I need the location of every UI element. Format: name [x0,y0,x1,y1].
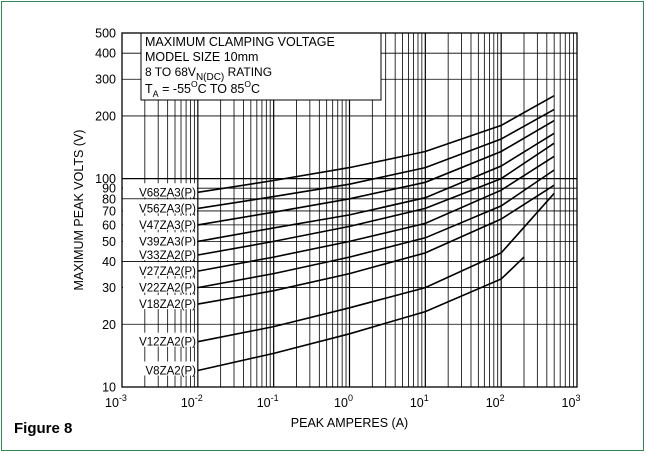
series-label: V33ZA2(P) [139,250,196,262]
info-temperature-line: TA = -55OC TO 85OC [145,79,260,99]
y-tick-label: 50 [102,235,116,249]
x-tick-label: 10-3 [105,393,127,410]
info-temp-mid2: C TO 85 [198,82,245,96]
info-rating-subscript: N(DC) [196,72,224,83]
series-label: V47ZA3(P) [139,220,196,232]
x-tick-label: 100 [334,393,353,410]
series-label-background [123,332,197,347]
info-text: MAXIMUM CLAMPING VOLTAGE MODEL SIZE 10mm… [145,35,335,99]
info-rating-suffix: RATING [224,65,272,79]
series-label-background [123,262,197,277]
y-tick-label: 70 [102,204,116,218]
x-tick-label: 102 [486,393,505,410]
y-tick-label: 10 [102,381,116,395]
series-label-background [123,295,197,310]
series-line [197,256,525,372]
series-label-background [123,183,197,198]
y-tick-label: 20 [102,318,116,332]
series-label: V8ZA2(P) [146,366,197,378]
chart-series: V68ZA3(P) V56ZA3(P) V47ZA3(P) V39ZA3(P) V33Z… [123,95,555,378]
info-rating-line: 8 TO 68VN(DC) RATING [145,65,272,83]
series-line [197,132,555,243]
series-line [197,108,555,210]
series-label-background [123,361,197,376]
plot-area-frame [121,32,578,388]
series-label: V22ZA2(P) [139,283,196,295]
x-tick-label: 103 [562,393,581,410]
x-axis-label: PEAK AMPERES (A) [291,416,408,430]
series-line [197,95,555,194]
y-tick-label: 200 [95,109,116,123]
info-temp-sup1: O [191,79,198,89]
info-title-line-2: MODEL SIZE 10mm [145,50,258,64]
y-tick-label: 400 [95,47,116,61]
series-label-background [123,246,197,261]
series-label: V12ZA2(P) [139,337,196,349]
x-tick-label: 10-1 [257,393,279,410]
series-label: V27ZA2(P) [139,266,196,278]
y-tick-label: 90 [102,182,116,196]
series-label: V68ZA3(P) [139,187,196,199]
info-title-line-1: MAXIMUM CLAMPING VOLTAGE [145,35,335,49]
y-tick-label: 100 [95,172,116,186]
x-tick-label: 10-2 [181,393,203,410]
figure-label: Figure 8 [14,420,73,437]
x-tick-label: 101 [410,393,429,410]
series-line [197,192,555,343]
series-label: V39ZA3(P) [139,236,196,248]
y-tick-label: 30 [102,281,116,295]
series-line [197,169,555,289]
info-temp-sup2: O [244,79,251,89]
info-temp-end: C [251,82,260,96]
info-temp-t: T [145,82,153,96]
series-label-background [123,232,197,247]
y-tick-label: 40 [102,255,116,269]
y-axis-label: MAXIMUM PEAK VOLTS (V) [72,130,86,291]
y-tick-label: 80 [102,192,116,206]
y-tick-label: 500 [95,27,116,41]
series-label-background [123,199,197,214]
info-rating-prefix: 8 TO 68V [145,65,196,79]
series-line [197,155,555,272]
x-tick-labels: 10-3 10-2 10-1 100 101 102 103 [105,393,580,410]
series-line [197,184,555,305]
y-tick-label: 60 [102,218,116,232]
series-line [197,119,555,226]
series-label: V56ZA3(P) [139,203,196,215]
info-temp-mid1: = -55 [159,82,191,96]
info-box [140,32,382,101]
y-tick-label: 300 [95,73,116,87]
series-label-background [123,215,197,230]
info-temp-sub: A [153,89,159,99]
series-label: V18ZA2(P) [139,299,196,311]
series-label-background [123,278,197,293]
series-line [197,142,555,256]
